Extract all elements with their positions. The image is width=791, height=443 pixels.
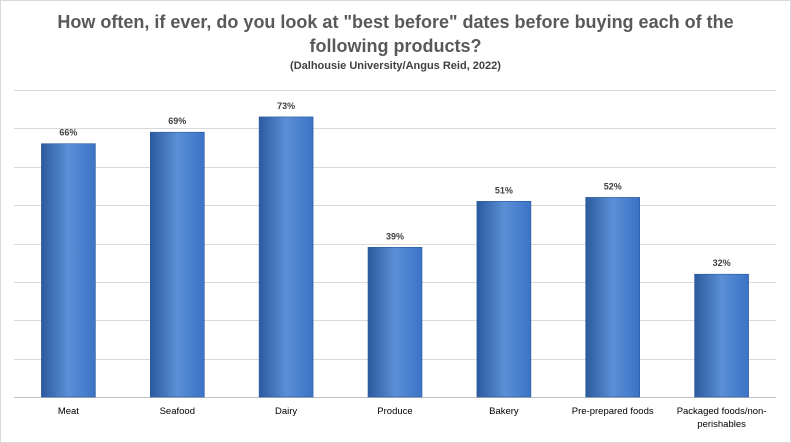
bar-4 (476, 201, 532, 398)
x-tick-label-line: Dairy (275, 406, 297, 417)
x-tick-label-line: Bakery (489, 406, 519, 417)
data-label-4: 51% (495, 185, 513, 195)
data-label-6: 32% (713, 258, 731, 268)
x-tick-label-line: Packaged foods/non- (677, 406, 767, 417)
data-label-1: 69% (168, 116, 186, 126)
chart-subtitle: (Dalhousie University/Angus Reid, 2022) (290, 60, 501, 72)
x-tick-label-1: Seafood (160, 406, 195, 417)
chart-title: How often, if ever, do you look at "best… (57, 12, 734, 56)
data-label-5: 52% (604, 181, 622, 191)
x-tick-label-line: Seafood (160, 406, 195, 417)
x-tick-label-0: Meat (58, 406, 79, 417)
data-labels: 66% 69% 73% 39% 51% 52% 32% (59, 101, 730, 268)
bar-0 (41, 143, 96, 398)
bar-1 (150, 131, 205, 398)
bar-3 (367, 247, 423, 398)
x-tick-label-4: Bakery (489, 406, 519, 417)
bar-6 (694, 273, 749, 398)
bar-5 (585, 197, 641, 398)
x-axis-tick-labels: Meat Seafood Dairy Produce Bakery Pre-prepare… (58, 406, 767, 430)
bar-2 (258, 116, 314, 398)
x-tick-label-2: Dairy (275, 406, 297, 417)
data-label-2: 73% (277, 101, 295, 111)
x-tick-label-line: perishables (697, 419, 746, 430)
x-tick-label-line: Pre-prepared foods (572, 406, 654, 417)
x-tick-label-3: Produce (377, 406, 412, 417)
x-tick-label-5: Pre-prepared foods (572, 406, 654, 417)
bars (41, 116, 749, 398)
x-tick-label-line: Meat (58, 406, 79, 417)
x-tick-label-line: Produce (377, 406, 412, 417)
x-tick-label-6: Packaged foods/non-perishables (677, 406, 767, 430)
data-label-0: 66% (59, 128, 77, 138)
data-label-3: 39% (386, 231, 404, 241)
